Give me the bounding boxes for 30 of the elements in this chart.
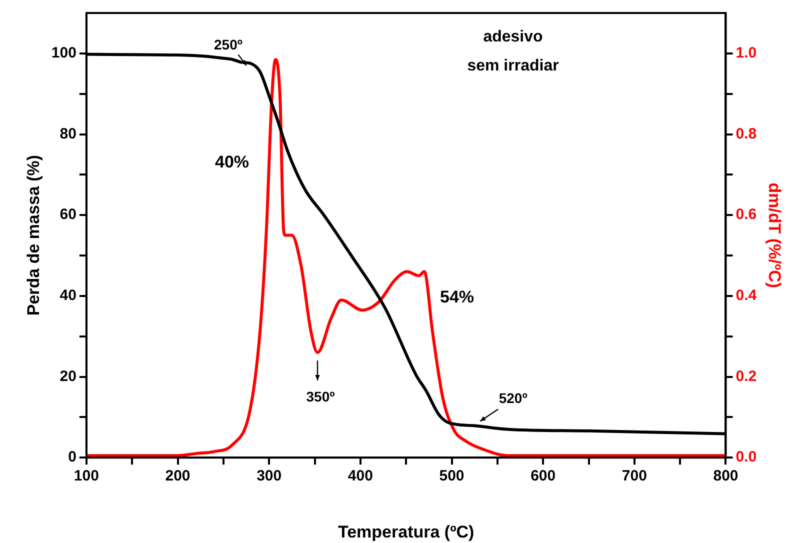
- y2-tick-label: 0.6: [736, 206, 757, 224]
- x-tick-label: 700: [622, 468, 647, 485]
- annotation: adesivo: [483, 28, 544, 46]
- x-axis-title: Temperatura (ºC): [338, 522, 474, 542]
- annotation: sem irradiar: [467, 57, 559, 74]
- y-tick-label: 0: [68, 448, 76, 466]
- x-tick-label: 300: [256, 468, 282, 485]
- y-tick-label: 60: [60, 206, 76, 224]
- y-axis-title: Perda de massa (%): [24, 154, 43, 316]
- y-tick-label: 20: [60, 368, 76, 385]
- x-tick-label: 200: [165, 468, 190, 485]
- y-tick-label: 80: [60, 125, 76, 142]
- y2-tick-label: 0.4: [736, 287, 758, 304]
- y2-tick-label: 0.8: [736, 125, 757, 142]
- annotation: 520º: [498, 390, 528, 406]
- y2-axis-title: dm/dT (%/ºC): [765, 182, 784, 288]
- x-tick-label: 500: [439, 468, 464, 485]
- y-tick-label: 100: [51, 44, 76, 62]
- x-tick-label: 800: [713, 468, 738, 485]
- y2-tick-label: 1.0: [736, 44, 757, 62]
- annotation: 350º: [306, 388, 335, 404]
- y2-tick-label: 0.0: [736, 448, 757, 466]
- x-tick-label: 400: [348, 468, 373, 485]
- y2-tick-label: 0.2: [736, 368, 757, 385]
- y-tick-label: 40: [60, 287, 76, 304]
- x-tick-label: 100: [74, 468, 99, 485]
- x-tick-label: 600: [530, 468, 556, 485]
- annotation: 54%: [440, 288, 474, 307]
- annotation: 40%: [214, 152, 250, 172]
- annotation: 250º: [214, 36, 242, 52]
